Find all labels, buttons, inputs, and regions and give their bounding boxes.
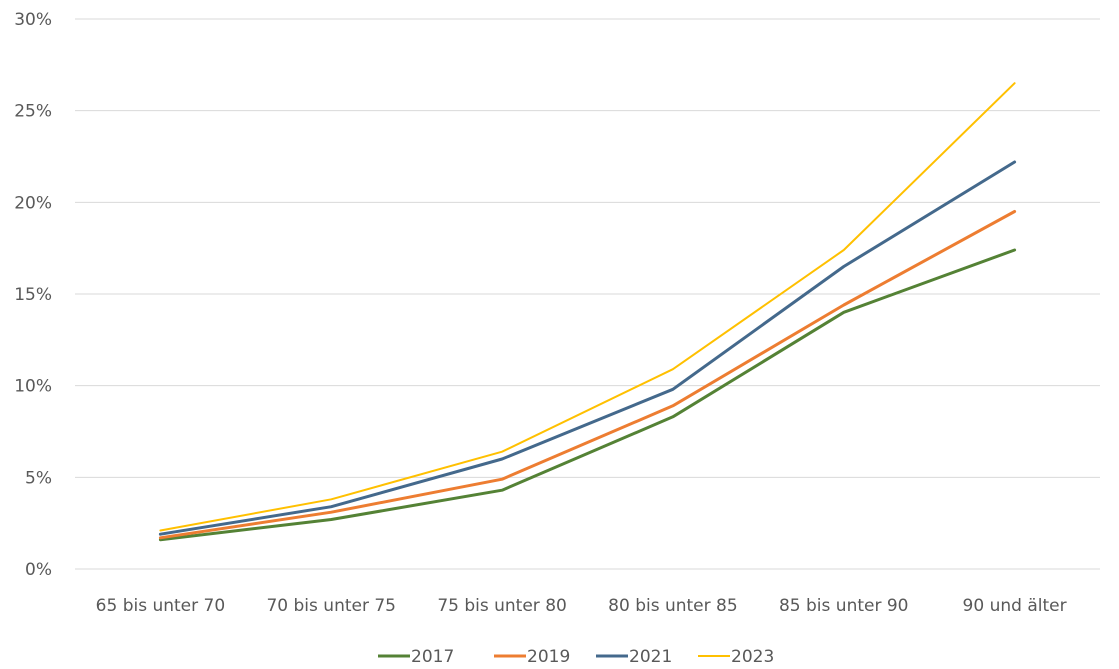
legend-item-2019: 2019 (494, 647, 570, 667)
x-tick-label: 90 und älter (963, 596, 1067, 616)
x-tick-label: 75 bis unter 80 (437, 596, 567, 616)
series-line-2017 (158, 248, 1017, 542)
y-tick-label: 20% (14, 193, 52, 213)
y-tick-label: 30% (14, 10, 52, 30)
x-tick-label: 70 bis unter 75 (266, 596, 396, 616)
x-tick-label: 65 bis unter 70 (96, 596, 226, 616)
legend: 2017 2019 2021 2023 (378, 647, 774, 667)
legend-label: 2021 (629, 647, 672, 667)
x-axis-ticks: 65 bis unter 70 70 bis unter 75 75 bis unt… (96, 596, 1067, 616)
y-tick-label: 10% (14, 377, 52, 397)
legend-label: 2017 (411, 647, 454, 667)
series-lines (158, 82, 1017, 542)
legend-label: 2023 (731, 647, 774, 667)
series-line-2021 (158, 160, 1017, 536)
legend-item-2017: 2017 (378, 647, 454, 667)
series-line-2023 (159, 82, 1016, 532)
y-tick-label: 5% (25, 468, 52, 488)
legend-label: 2019 (527, 647, 570, 667)
legend-item-2021: 2021 (596, 647, 672, 667)
series-line-2019 (158, 210, 1017, 540)
x-tick-label: 80 bis unter 85 (608, 596, 738, 616)
y-tick-label: 0% (25, 560, 52, 580)
y-tick-label: 15% (14, 285, 52, 305)
gridlines (75, 18, 1100, 570)
legend-item-2023: 2023 (698, 647, 774, 667)
y-tick-label: 25% (14, 102, 52, 122)
y-axis-ticks: 0% 5% 10% 15% 20% 25% 30% (14, 10, 52, 580)
x-tick-label: 85 bis unter 90 (779, 596, 909, 616)
